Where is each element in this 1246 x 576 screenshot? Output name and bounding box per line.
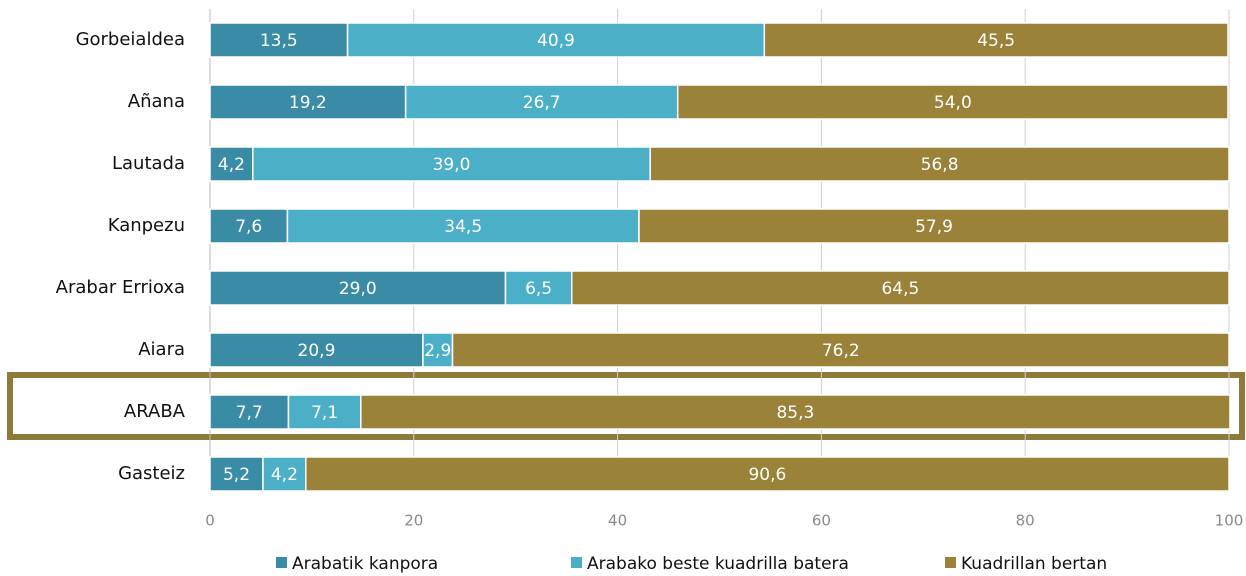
legend-label: Arabako beste kuadrilla batera (587, 554, 849, 574)
bar-segment (252, 146, 651, 182)
data-label: 40,9 (537, 31, 575, 51)
legend-label: Arabatik kanpora (292, 554, 438, 574)
x-tick-label: 80 (1016, 512, 1035, 530)
data-label: 64,5 (881, 279, 919, 299)
data-label: 7,1 (311, 403, 338, 423)
legend-swatch (945, 557, 956, 568)
bar-segment (504, 270, 573, 306)
x-tick-label: 0 (205, 512, 215, 530)
y-tick-label: Aiara (138, 339, 185, 360)
bar-segment (676, 84, 1229, 120)
data-label: 56,8 (921, 155, 959, 175)
data-label: 39,0 (433, 155, 471, 175)
y-tick-label: Kanpezu (108, 215, 185, 236)
bar-segment (305, 456, 1230, 492)
bar-segment (209, 394, 290, 430)
y-tick-label: Arabar Errioxa (56, 277, 185, 298)
bar-segment (649, 146, 1230, 182)
bar-segment (286, 208, 640, 244)
data-label: 45,5 (977, 31, 1015, 51)
data-label: 26,7 (523, 93, 561, 113)
data-label: 7,7 (236, 403, 263, 423)
data-label: 34,5 (444, 217, 482, 237)
x-tick-label: 20 (404, 512, 423, 530)
data-label: 6,5 (525, 279, 552, 299)
legend-swatch (571, 557, 582, 568)
x-tick-label: 60 (812, 512, 831, 530)
y-tick-label: Gasteiz (118, 463, 185, 484)
bar-segment (209, 146, 254, 182)
y-tick-label: Añana (128, 91, 185, 112)
data-label: 90,6 (748, 465, 786, 485)
data-label: 20,9 (298, 341, 336, 361)
data-label: 29,0 (339, 279, 377, 299)
bar-segment (346, 22, 766, 58)
data-label: 57,9 (915, 217, 953, 237)
data-label: 85,3 (776, 403, 814, 423)
legend-swatch (276, 557, 287, 568)
y-tick-label: Gorbeialdea (76, 29, 185, 50)
x-tick-label: 100 (1215, 512, 1244, 530)
y-tick-label: Lautada (112, 153, 185, 174)
y-tick-label: ARABA (124, 401, 186, 422)
data-label: 4,2 (218, 155, 245, 175)
bar-segment (404, 84, 679, 120)
data-label: 4,2 (271, 465, 298, 485)
bar-segment (209, 84, 407, 120)
data-label: 13,5 (260, 31, 298, 51)
bar-segment (638, 208, 1230, 244)
bar-segment (422, 332, 454, 368)
highlight-box (7, 372, 1245, 440)
bar-segment (451, 332, 1230, 368)
bar-segment (209, 208, 289, 244)
legend-label: Kuadrillan bertan (961, 554, 1107, 574)
bar-segment (763, 22, 1229, 58)
bar-segment (262, 456, 307, 492)
bar-segment (360, 394, 1231, 430)
data-label: 54,0 (934, 93, 972, 113)
data-label: 7,6 (235, 217, 262, 237)
bar-segment (287, 394, 362, 430)
data-label: 76,2 (822, 341, 860, 361)
data-label: 5,2 (223, 465, 250, 485)
data-label: 19,2 (289, 93, 327, 113)
bar-segment (570, 270, 1230, 306)
data-label: 2,9 (424, 341, 451, 361)
bar-segment (209, 270, 507, 306)
bar-segment (209, 332, 424, 368)
bar-segment (209, 22, 349, 58)
x-tick-label: 40 (608, 512, 627, 530)
